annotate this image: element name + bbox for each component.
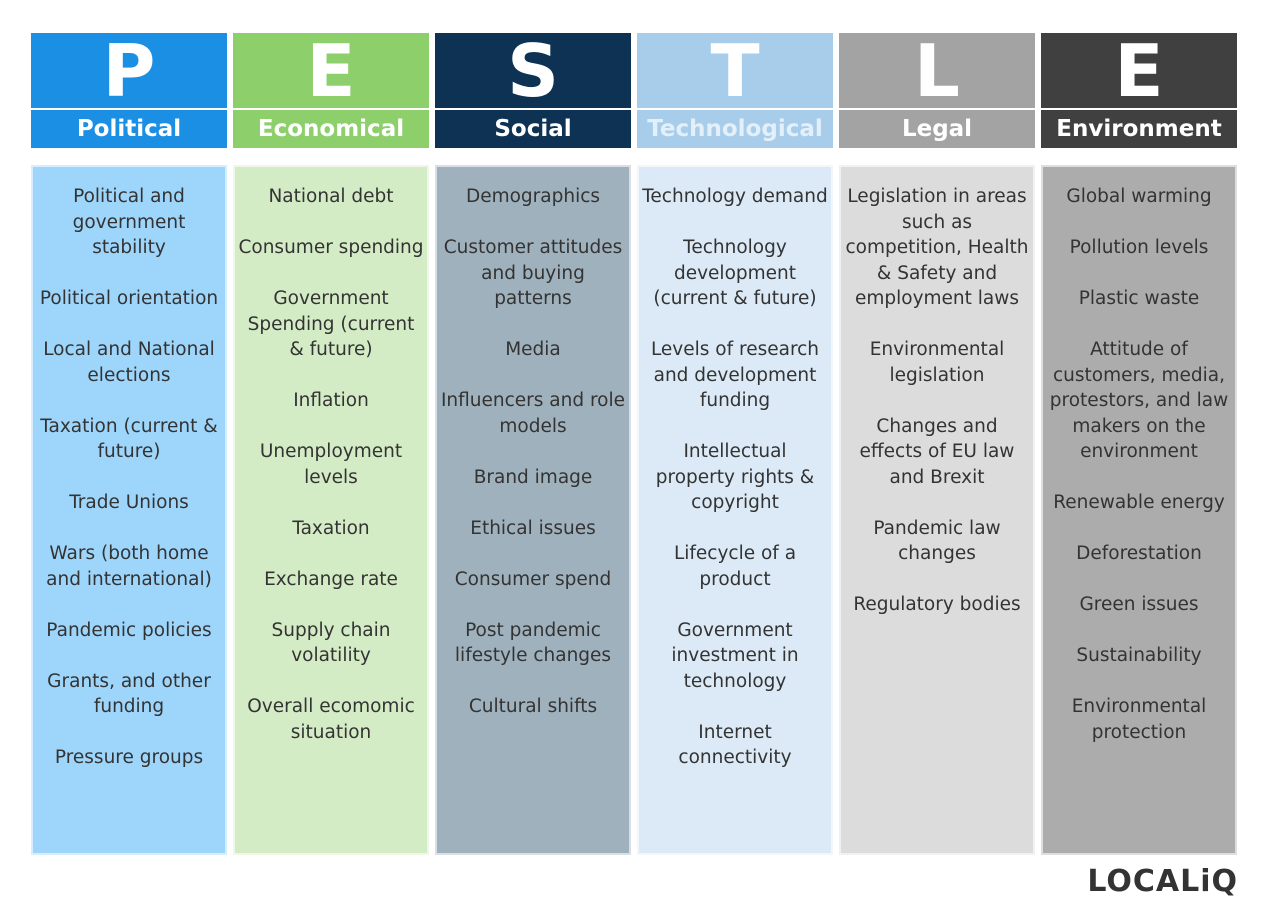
column: E Economical National debt Consumer spendin…	[233, 33, 429, 855]
factor: Customer attitudes and buying patterns	[443, 237, 623, 309]
factor: Internet connectivity	[678, 721, 792, 769]
column-title: Social	[435, 110, 631, 148]
column: P Political Political and government stabi…	[31, 33, 227, 855]
factor: Supply chain volatility	[271, 619, 391, 667]
column-title: Economical	[233, 110, 429, 148]
factor: Green issues	[1079, 594, 1199, 615]
factor: Local and National elections	[43, 339, 215, 386]
column-title: Environment	[1041, 110, 1237, 148]
column-title: Technological	[637, 110, 833, 148]
column-letter: T	[637, 33, 833, 108]
factor: Consumer spend	[454, 568, 612, 590]
column: T Technological Technology demand Technolog…	[637, 33, 833, 855]
factor: Brand image	[473, 466, 593, 488]
factor: Wars (both home and international)	[46, 543, 212, 590]
column-body: Legislation in areas such as competition…	[839, 165, 1035, 855]
factor: Influencers and role models	[440, 390, 626, 437]
factor: Technology development (current & future…	[653, 237, 817, 309]
factor: Demographics	[465, 186, 601, 207]
column: S Social Demographics Customer attitudes an…	[435, 33, 631, 855]
factor: Taxation	[292, 517, 370, 539]
column-letter: S	[435, 33, 631, 108]
factor: Environmental legislation	[869, 339, 1005, 386]
column: L Legal Legislation in areas such as compe…	[839, 33, 1035, 855]
column-body: National debt Consumer spending Government…	[233, 165, 429, 855]
column-title: Political	[31, 110, 227, 148]
column-letter: E	[1041, 33, 1237, 108]
column-body: Demographics Customer attitudes and buyin…	[435, 165, 631, 855]
factor: Political orientation	[39, 288, 219, 309]
factor: Post pandemic lifestyle changes	[454, 619, 612, 667]
factor: Intellectual property rights & copyright	[655, 441, 815, 513]
factor: Taxation (current & future)	[40, 415, 218, 463]
column-letter: E	[233, 33, 429, 108]
factor: Pollution levels	[1069, 237, 1209, 258]
factor: Political and government stability	[72, 186, 186, 258]
factor: Plastic waste	[1078, 288, 1200, 309]
factor: Attitude of customers, media, protestors…	[1049, 339, 1229, 462]
factor: Global warming	[1066, 186, 1212, 207]
factor: Pandemic policies	[46, 619, 212, 641]
column-letter: P	[31, 33, 227, 108]
factor: Lifecycle of a product	[673, 543, 797, 590]
factor: Changes and effects of EU law and Brexit	[859, 415, 1015, 488]
column-title: Legal	[839, 110, 1035, 148]
factor: Renewable energy	[1053, 492, 1225, 513]
factor: Government Spending (current & future)	[247, 288, 415, 360]
factor: Levels of research and development fundi…	[650, 339, 820, 411]
factor: Cultural shifts	[468, 696, 598, 717]
factor: Pandemic law changes	[873, 517, 1001, 565]
factor: Inflation	[293, 390, 369, 411]
factor: Sustainability	[1076, 645, 1202, 666]
column-letter: L	[839, 33, 1035, 108]
factor: Unemployment levels	[259, 441, 403, 488]
factor: National debt	[268, 186, 394, 207]
factor: Overall ecomomic situation	[247, 696, 415, 743]
column-body: Technology demand Technology development …	[637, 165, 833, 855]
factor: Trade Unions	[69, 492, 189, 513]
factor: Government investment in technology	[671, 619, 799, 692]
factor: Exchange rate	[264, 568, 398, 590]
factor: Legislation in areas such as competition…	[845, 186, 1029, 309]
factor: Grants, and other funding	[47, 670, 211, 718]
column: E Environment Global warming Pollution leve…	[1041, 33, 1237, 855]
factor: Environmental protection	[1071, 696, 1207, 743]
logo: LOCALiQ	[1087, 864, 1238, 899]
factor: Deforestation	[1076, 543, 1202, 564]
factor: Pressure groups	[54, 747, 204, 768]
factor: Technology demand	[642, 186, 828, 207]
factor: Consumer spending	[238, 237, 424, 258]
factor: Regulatory bodies	[853, 594, 1021, 615]
column-body: Global warming Pollution levels Plastic wa…	[1041, 165, 1237, 855]
factor: Media	[505, 339, 561, 360]
factor: Ethical issues	[470, 517, 596, 539]
column-body: Political and government stability Politi…	[31, 165, 227, 855]
